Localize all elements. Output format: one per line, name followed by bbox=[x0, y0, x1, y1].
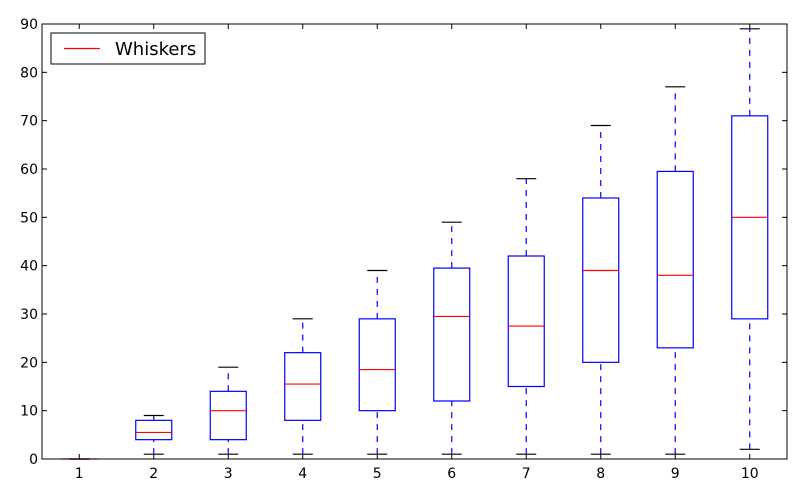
x-tick-label: 2 bbox=[149, 466, 158, 482]
x-tick-label: 4 bbox=[298, 466, 307, 482]
plot-frame bbox=[41, 23, 788, 460]
y-tick-label: 50 bbox=[20, 210, 38, 226]
y-tick-label: 20 bbox=[20, 355, 38, 371]
plot-background bbox=[42, 24, 787, 459]
y-tick-label: 0 bbox=[29, 452, 38, 468]
box bbox=[507, 255, 545, 388]
box bbox=[433, 267, 471, 402]
box bbox=[358, 318, 396, 412]
x-tick-label: 10 bbox=[741, 466, 759, 482]
y-tick-label: 70 bbox=[20, 114, 38, 130]
x-tick-label: 9 bbox=[671, 466, 680, 482]
x-tick-label: 6 bbox=[447, 466, 456, 482]
box-group-5 bbox=[358, 269, 396, 455]
x-tick-label: 7 bbox=[522, 466, 531, 482]
box bbox=[582, 197, 620, 363]
x-tick-label: 5 bbox=[373, 466, 382, 482]
box bbox=[135, 419, 173, 441]
x-tick-label: 1 bbox=[75, 466, 84, 482]
box-group-2 bbox=[135, 414, 173, 455]
y-tick-label: 90 bbox=[20, 17, 38, 33]
box bbox=[284, 352, 322, 421]
y-tick-label: 80 bbox=[20, 65, 38, 81]
box-group-8 bbox=[582, 124, 620, 455]
legend: Whiskers bbox=[50, 32, 206, 65]
y-tick-label: 60 bbox=[20, 162, 38, 178]
x-axis-ticks: 1 2 3 4 5 6 7 8 9 10 bbox=[75, 24, 759, 482]
y-axis-ticks: 0 10 20 30 40 50 60 70 80 90 bbox=[20, 17, 787, 468]
legend-label-whiskers: Whiskers bbox=[115, 39, 196, 60]
y-tick-label: 30 bbox=[20, 307, 38, 323]
y-tick-label: 40 bbox=[20, 259, 38, 275]
x-tick-label: 8 bbox=[596, 466, 605, 482]
y-tick-label: 10 bbox=[20, 404, 38, 420]
box bbox=[656, 170, 694, 349]
box-group-10 bbox=[731, 28, 769, 450]
box-group-7 bbox=[507, 178, 545, 455]
box bbox=[209, 390, 247, 441]
x-tick-label: 3 bbox=[224, 466, 233, 482]
